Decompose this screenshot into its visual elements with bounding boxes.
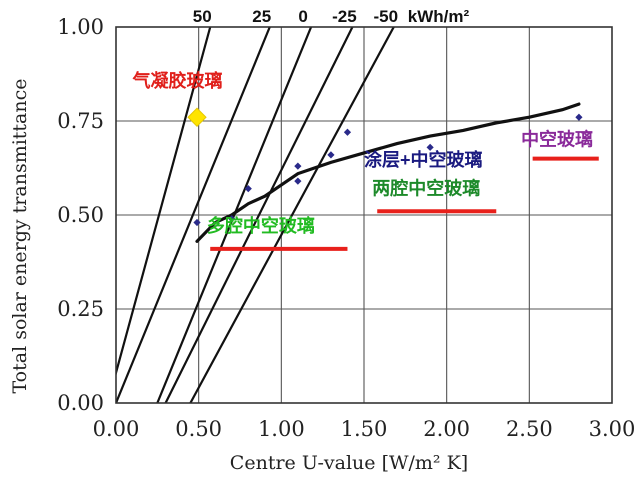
annotation-label: 多腔中空玻璃 (207, 215, 315, 236)
energy-balance-label: -25 (332, 7, 357, 26)
energy-balance-label: 0 (298, 7, 307, 26)
x-tick-label: 2.00 (423, 417, 470, 441)
y-tick-label: 1.00 (57, 15, 104, 39)
energy-balance-line (116, 27, 212, 377)
plot-frame (115, 26, 613, 404)
trend-curve (195, 102, 581, 243)
energy-balance-label: -50 (373, 7, 398, 26)
measured-point (193, 218, 201, 227)
measured-point (244, 185, 252, 193)
measured-point (294, 162, 302, 170)
x-tick-label: 0.50 (175, 417, 222, 441)
measured-point (294, 177, 302, 185)
x-tick-label: 1.50 (341, 417, 388, 441)
label-underlines (210, 156, 599, 251)
x-tick-label: 2.50 (506, 417, 553, 441)
measured-point (228, 215, 236, 223)
x-axis-title: Centre U-value [W/m² K] (230, 452, 468, 474)
measured-point (343, 128, 352, 136)
x-tick-label: 3.00 (589, 417, 636, 441)
measured-point (327, 151, 335, 159)
measured-points (193, 113, 583, 227)
energy-balance-line (164, 27, 354, 403)
highlight-point-group (187, 107, 207, 127)
energy-balance-line (116, 27, 271, 403)
energy-balance-labels: 50 25 0 -25 -50 kWh/m² (193, 7, 470, 26)
energy-balance-line (189, 27, 395, 403)
y-tick-label: 0.25 (57, 297, 104, 321)
x-tick-label: 0.00 (93, 417, 140, 441)
measured-point (426, 143, 434, 151)
energy-balance-unit: kWh/m² (408, 7, 470, 26)
y-tick-label: 0.00 (57, 391, 104, 415)
y-axis-title: Total solar energy transmittance (9, 78, 31, 393)
y-tick-label: 0.75 (57, 109, 104, 133)
annotation-label: 涂层+中空玻璃 (364, 149, 483, 170)
annotation-label: 气凝胶玻璃 (132, 70, 223, 91)
energy-balance-label: 25 (252, 7, 271, 26)
y-tick-labels: 0.00 0.25 0.50 0.75 1.00 (57, 15, 104, 415)
highlight-point (187, 107, 207, 127)
annotation-label: 两腔中空玻璃 (372, 177, 480, 198)
x-tick-label: 1.00 (258, 417, 305, 441)
measured-point (575, 113, 583, 121)
annotation-label: 中空玻璃 (521, 128, 593, 149)
y-tick-label: 0.50 (57, 203, 104, 227)
energy-balance-label: 50 (193, 7, 212, 26)
x-tick-labels: 0.00 0.50 1.00 1.50 2.00 2.50 3.00 (93, 417, 636, 441)
